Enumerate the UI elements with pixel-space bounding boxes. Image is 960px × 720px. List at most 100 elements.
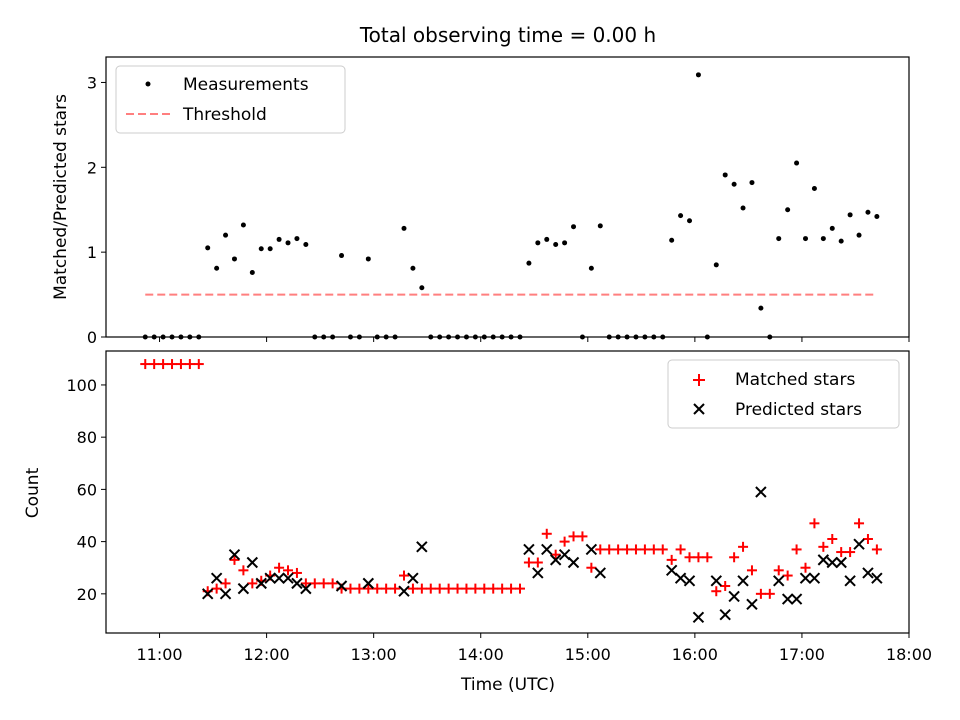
measurement-point [811, 186, 817, 192]
matched-star-point [327, 578, 338, 589]
predicted-star-point [523, 543, 535, 556]
matched-star-point [318, 578, 329, 589]
measurement-point [544, 236, 550, 242]
predicted-star-point [790, 593, 803, 605]
matched-star-point [470, 583, 481, 594]
measurement-point [588, 265, 594, 271]
count-y-axis-label: Count [23, 467, 43, 518]
chart-title: Total observing time = 0.00 h [359, 23, 656, 47]
count-legend-box [667, 359, 900, 429]
ratio-legend-box [115, 65, 346, 134]
matched-star-point [809, 518, 820, 529]
matched-star-point [175, 359, 186, 370]
matched-star-point [399, 570, 410, 581]
matched-star-point [523, 557, 534, 568]
predicted-star-point [674, 572, 687, 584]
matched-star-point [622, 544, 633, 555]
matched-star-point [639, 544, 650, 555]
x-tick-label: 17:00 [779, 645, 825, 664]
predicted-star-point [683, 575, 696, 587]
predicted-star-point [781, 593, 794, 605]
matched-star-point [613, 544, 624, 555]
measurement-point [820, 236, 826, 242]
matched-star-point [514, 583, 525, 594]
predicted-star-point [362, 577, 375, 590]
predicted-star-point [871, 572, 883, 584]
matched-star-point [595, 544, 606, 555]
matched-star-point [836, 547, 847, 558]
measurement-point [669, 237, 675, 243]
measurement-point [829, 225, 835, 231]
measurement-point [856, 232, 862, 238]
measurement-point [267, 246, 273, 252]
count-y-tick-label: 40 [77, 533, 97, 552]
measurement-point [713, 262, 719, 268]
count-panel: Count Time (UTC) 20 40 60 80 100 11:00 12:00 13… [23, 350, 932, 695]
x-tick-label: 16:00 [672, 645, 718, 664]
measurement-point [571, 224, 577, 230]
matched-star-point [390, 583, 401, 594]
matched-star-point [425, 583, 436, 594]
predicted-star-point [264, 572, 276, 584]
legend-threshold-label: Threshold [182, 105, 267, 125]
measurement-point [249, 270, 255, 276]
matched-star-point [818, 541, 829, 552]
matched-star-point [720, 581, 731, 591]
matched-star-point [461, 583, 472, 594]
matched-star-point [630, 544, 641, 555]
measurement-point [687, 218, 693, 224]
matched-star-point [452, 583, 463, 594]
measurement-point [419, 285, 425, 291]
x-tick-label: 18:00 [886, 645, 932, 664]
x-tick-label: 15:00 [565, 645, 611, 664]
matched-star-point [791, 544, 802, 555]
measurement-point [695, 72, 701, 78]
count-y-tick-label: 100 [66, 376, 97, 395]
ratio-y-tick-label: 2 [87, 158, 97, 177]
predicted-star-point [746, 598, 758, 610]
matched-star-point [755, 588, 766, 599]
matched-star-point [488, 583, 499, 594]
ratio-y-axis-label: Matched/Predicted stars [51, 94, 71, 300]
x-tick-label: 13:00 [351, 645, 397, 664]
predicted-star-point [692, 611, 705, 624]
measurement-point [365, 256, 371, 262]
x-tick-label: 12:00 [244, 645, 290, 664]
predicted-star-point [228, 548, 241, 561]
predicted-star-point [237, 582, 250, 595]
x-axis-label: Time (UTC) [460, 675, 555, 695]
matched-legend-marker [693, 374, 705, 386]
ratio-axis-ticks: 0 1 2 3 [87, 73, 910, 347]
matched-star-point [291, 567, 302, 578]
predicted-star-point [246, 556, 259, 569]
legend-matched-label: Matched stars [735, 370, 855, 390]
matched-star-point [497, 583, 508, 594]
measurement-point [731, 181, 737, 187]
legend-predicted-label: Predicted stars [735, 400, 862, 420]
matched-star-point [782, 570, 793, 581]
matched-star-point [675, 544, 686, 555]
measurement-point [749, 180, 755, 186]
matched-star-point [871, 544, 882, 555]
measurement-point [535, 240, 541, 246]
measurement-point [776, 236, 782, 242]
predicted-star-point [219, 588, 232, 600]
matched-star-point [541, 528, 552, 539]
matched-star-point [657, 544, 668, 555]
matched-star-point [550, 549, 561, 560]
count-axes-frame [105, 350, 910, 634]
matched-star-point [229, 554, 240, 565]
predicted-star-point [532, 567, 544, 579]
matched-star-point [711, 586, 722, 597]
predicted-star-point [737, 575, 749, 587]
matched-star-point [283, 565, 294, 576]
matched-star-point [738, 541, 749, 552]
matched-star-point [309, 578, 320, 589]
measurement-point [838, 238, 844, 244]
matched-star-point [773, 565, 784, 576]
measurement-point [303, 242, 309, 248]
predicted-star-point [282, 572, 294, 584]
measurement-point [276, 236, 282, 242]
ratio-plot-area [142, 72, 880, 340]
matched-star-point [577, 531, 588, 542]
